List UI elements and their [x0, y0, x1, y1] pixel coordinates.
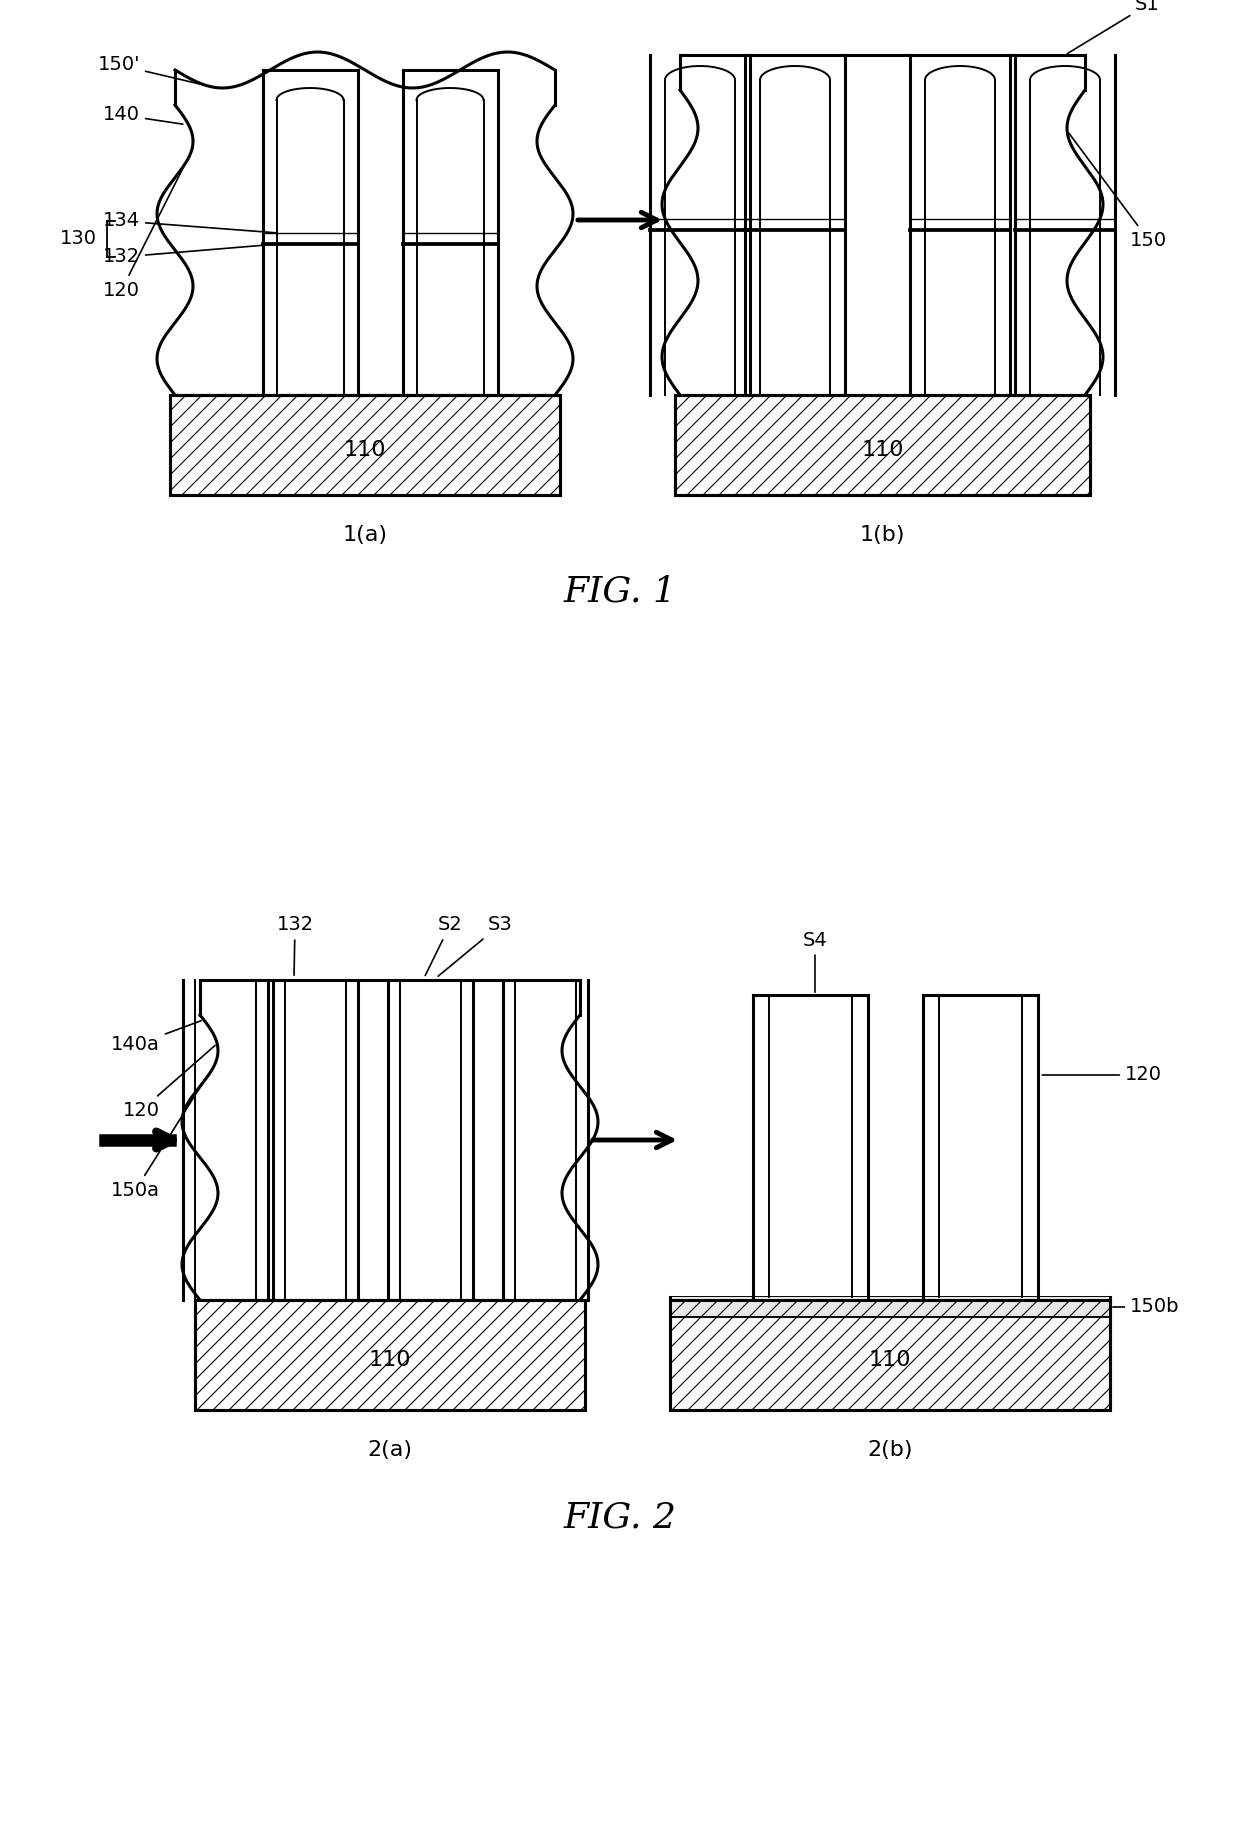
Text: 110: 110 — [368, 1349, 412, 1370]
Text: FIG. 2: FIG. 2 — [563, 1499, 677, 1534]
Text: FIG. 1: FIG. 1 — [563, 575, 677, 610]
Text: S2: S2 — [425, 915, 463, 975]
Text: 110: 110 — [862, 440, 904, 460]
Bar — [675, 394, 1090, 495]
Text: 150b: 150b — [1112, 1298, 1179, 1317]
Text: 1(a): 1(a) — [342, 526, 387, 544]
Text: 132: 132 — [103, 245, 275, 267]
Text: 120: 120 — [103, 166, 185, 299]
Bar — [195, 1300, 585, 1410]
Text: 120: 120 — [123, 1046, 215, 1119]
Bar — [195, 1300, 585, 1410]
Text: 150a: 150a — [112, 1085, 202, 1200]
Text: 110: 110 — [869, 1349, 911, 1370]
Text: 1(b): 1(b) — [859, 526, 905, 544]
Text: 150': 150' — [98, 55, 211, 86]
Text: 132: 132 — [277, 915, 314, 975]
Text: 140a: 140a — [112, 1021, 201, 1054]
Text: 2(a): 2(a) — [367, 1441, 413, 1461]
Text: S3: S3 — [438, 915, 512, 977]
Bar — [670, 1300, 1110, 1410]
Bar — [170, 394, 560, 495]
Bar — [675, 394, 1090, 495]
Text: 2(b): 2(b) — [867, 1441, 913, 1461]
Text: S1: S1 — [1068, 0, 1159, 53]
Text: S4: S4 — [802, 931, 827, 992]
Bar — [170, 394, 560, 495]
Text: 130: 130 — [60, 230, 97, 248]
Bar — [670, 1300, 1110, 1410]
Text: 110: 110 — [343, 440, 386, 460]
Text: 120: 120 — [1043, 1066, 1162, 1085]
Text: 150: 150 — [1069, 133, 1167, 250]
Text: 140: 140 — [103, 106, 182, 124]
Text: 134: 134 — [103, 212, 275, 232]
Bar — [670, 1296, 1110, 1317]
